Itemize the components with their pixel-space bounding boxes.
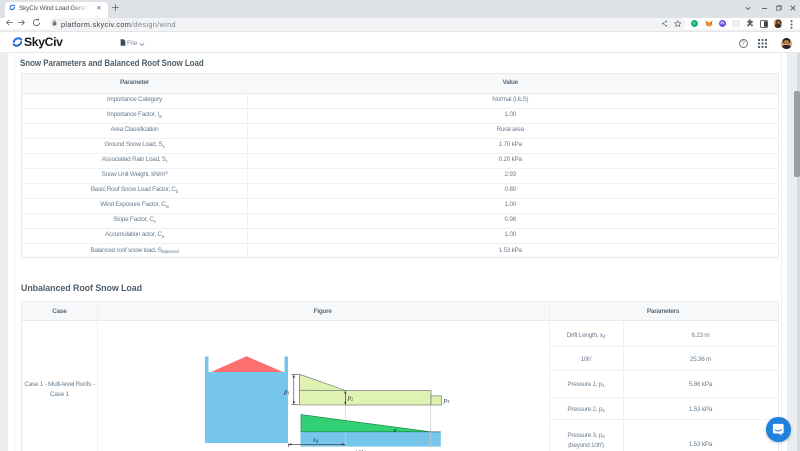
svg-text:p2: p2 [347,394,354,401]
svg-text:10h': 10h' [355,450,366,451]
svg-text:p3: p3 [443,397,450,404]
svg-text:p1: p1 [283,389,290,396]
svg-text:xd: xd [312,437,319,444]
svg-text:α: α [394,427,397,433]
